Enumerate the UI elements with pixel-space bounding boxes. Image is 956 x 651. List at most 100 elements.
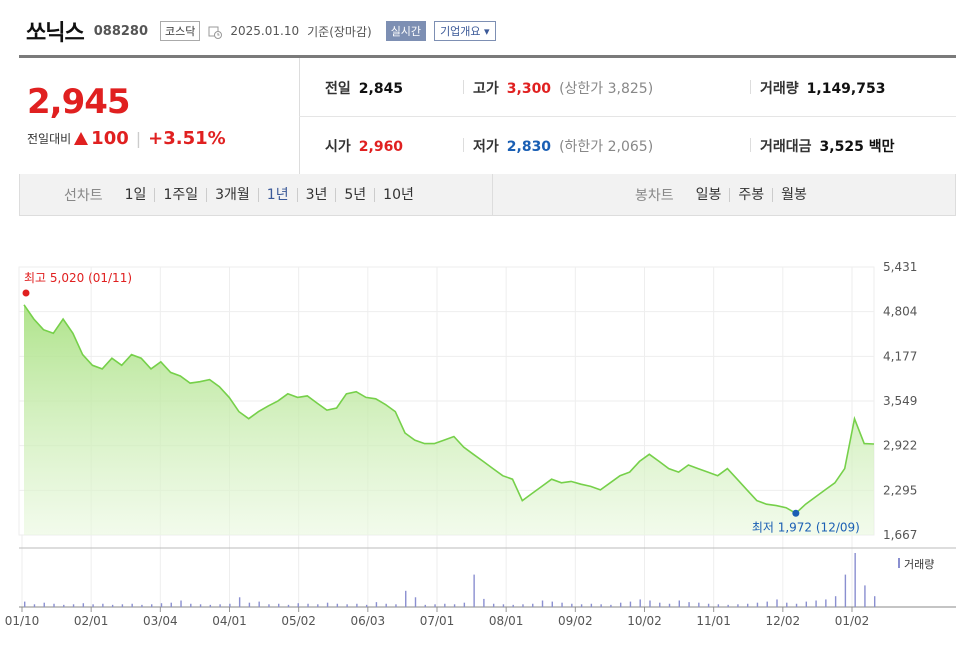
candle-weekly[interactable]: 주봉 bbox=[729, 187, 772, 202]
stock-code: 088280 bbox=[93, 23, 149, 39]
low-marker bbox=[792, 509, 800, 517]
volume-bar bbox=[864, 585, 866, 607]
y-tick-label: 5,431 bbox=[883, 260, 917, 274]
prev-close: 전일 2,845 bbox=[325, 78, 403, 98]
company-info-dropdown[interactable]: 기업개요 ▾ bbox=[434, 21, 496, 41]
volume-bar bbox=[180, 600, 182, 607]
prev-close-value: 2,845 bbox=[358, 81, 404, 97]
period-1w[interactable]: 1주일 bbox=[154, 187, 206, 202]
volume-bar bbox=[24, 601, 26, 607]
quote-summary: 2,945 전일대비 100 | +3.51% 전일 2,845 고가 3,30… bbox=[19, 58, 956, 175]
candle-chart-periods: 봉차트 일봉 주봉 월봉 bbox=[635, 174, 815, 215]
volume-bar bbox=[248, 602, 251, 607]
volume-bar bbox=[600, 604, 602, 607]
period-5y[interactable]: 5년 bbox=[335, 187, 374, 202]
volume-bar bbox=[590, 603, 593, 607]
volume-bar bbox=[375, 602, 378, 607]
calendar-clock-icon bbox=[208, 24, 223, 39]
cell-divider bbox=[750, 80, 751, 94]
upper-limit-value: 3,825) bbox=[607, 81, 654, 97]
volume-bar bbox=[63, 604, 65, 607]
volume-bar bbox=[561, 602, 563, 607]
high-label: 고가 bbox=[473, 81, 499, 97]
volume-legend-swatch bbox=[898, 558, 900, 568]
volume-bar bbox=[424, 604, 426, 607]
amount-number: 3,525 bbox=[819, 139, 864, 155]
realtime-button[interactable]: 실시간 bbox=[385, 21, 427, 41]
upper-limit-label: (상한가 bbox=[559, 81, 604, 97]
volume-bar bbox=[619, 602, 622, 607]
x-tick-label: 10/02 bbox=[627, 614, 662, 628]
stock-header: 쏘닉스 088280 코스닥 2025.01.10 기준(장마감) 실시간 기업… bbox=[26, 14, 496, 48]
volume-bar bbox=[541, 600, 544, 607]
x-tick-label: 12/02 bbox=[766, 614, 801, 628]
volume-bar bbox=[571, 603, 573, 607]
cell-divider bbox=[463, 80, 464, 94]
volume-bar bbox=[121, 604, 124, 607]
volume-bar bbox=[795, 603, 798, 607]
change-separator: | bbox=[135, 129, 142, 148]
volume-bar bbox=[874, 596, 876, 607]
open: 시가 2,960 bbox=[325, 136, 403, 156]
candle-daily[interactable]: 일봉 bbox=[695, 186, 722, 203]
volume-bar bbox=[776, 599, 778, 607]
x-tick-label: 01/02 bbox=[835, 614, 870, 628]
candle-monthly[interactable]: 월봉 bbox=[772, 187, 815, 202]
current-price: 2,945 bbox=[27, 82, 131, 122]
volume-bar bbox=[512, 604, 514, 607]
y-tick-label: 4,804 bbox=[883, 305, 917, 319]
volume-bar bbox=[610, 604, 612, 607]
x-tick-label: 06/03 bbox=[351, 614, 386, 628]
open-value: 2,960 bbox=[358, 139, 404, 155]
chart-period-bar: 선차트 1일 1주일 3개월 1년 3년 5년 10년 봉차트 일봉 주봉 월봉 bbox=[19, 174, 956, 216]
y-tick-label: 2,295 bbox=[883, 483, 917, 497]
volume-bar bbox=[737, 604, 739, 607]
high-value: 3,300 bbox=[506, 81, 552, 97]
volume-bar bbox=[307, 603, 309, 607]
price-change: 전일대비 100 | +3.51% bbox=[27, 128, 226, 149]
line-chart-periods: 선차트 1일 1주일 3개월 1년 3년 5년 10년 bbox=[64, 174, 422, 215]
volume-bar bbox=[287, 604, 290, 607]
volume-bar bbox=[199, 604, 202, 607]
change-label: 전일대비 bbox=[27, 132, 72, 146]
volume-bar bbox=[688, 602, 690, 607]
period-3m[interactable]: 3개월 bbox=[206, 187, 258, 202]
header-divider bbox=[19, 55, 956, 58]
price-line bbox=[23, 304, 875, 515]
volume-bar bbox=[453, 604, 456, 607]
period-1y[interactable]: 1년 bbox=[257, 187, 297, 202]
x-tick-label: 07/01 bbox=[420, 614, 455, 628]
volume-bar bbox=[326, 602, 329, 607]
period-1d[interactable]: 1일 bbox=[124, 186, 147, 203]
amount-value: 3,525 백만 bbox=[820, 136, 895, 156]
day-high: 고가 3,300 (상한가 3,825) bbox=[473, 78, 653, 98]
change-percent: +3.51% bbox=[148, 128, 226, 149]
up-triangle-icon bbox=[74, 132, 89, 145]
volume-label: 거래량 bbox=[760, 81, 799, 97]
volume-bar bbox=[346, 604, 348, 607]
volume-bar bbox=[336, 603, 339, 607]
volume-bar bbox=[365, 604, 368, 607]
high-marker bbox=[22, 289, 30, 297]
volume-bar bbox=[717, 604, 720, 607]
volume-bar bbox=[522, 604, 524, 607]
x-tick-label: 11/01 bbox=[696, 614, 731, 628]
volume-bar bbox=[131, 603, 133, 607]
period-10y[interactable]: 10년 bbox=[374, 187, 422, 202]
change-amount: 100 bbox=[91, 128, 129, 149]
low-value: 2,830 bbox=[506, 139, 552, 155]
volume-bar bbox=[698, 602, 700, 607]
high-annotation: 최고 5,020 (01/11) bbox=[24, 271, 132, 285]
day-low: 저가 2,830 (하한가 2,065) bbox=[473, 136, 653, 156]
volume-bar bbox=[72, 604, 75, 607]
period-3y[interactable]: 3년 bbox=[296, 187, 336, 202]
volume-bar bbox=[209, 604, 212, 607]
lower-limit-label: (하한가 bbox=[559, 139, 604, 155]
volume-bar bbox=[53, 603, 55, 607]
volume-bar bbox=[727, 604, 729, 607]
caret-down-icon: ▾ bbox=[484, 25, 490, 38]
period-bar-divider bbox=[492, 174, 493, 215]
volume-bar bbox=[805, 601, 808, 607]
volume-bar bbox=[659, 602, 661, 607]
volume-bar bbox=[707, 603, 710, 607]
